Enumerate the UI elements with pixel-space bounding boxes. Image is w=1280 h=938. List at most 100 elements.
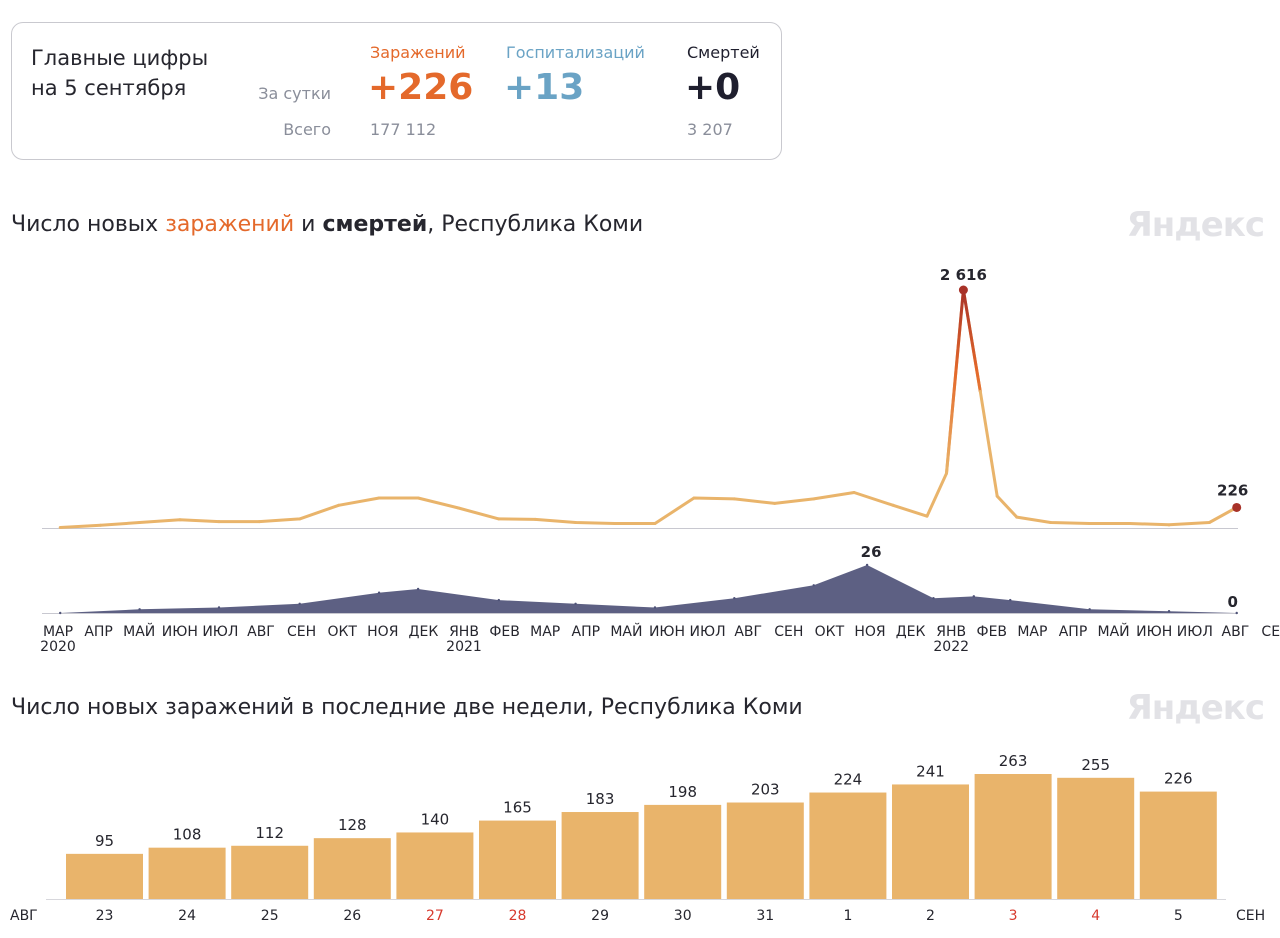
x-tick-label: МАР: [43, 624, 73, 640]
x-tick-label: МАР: [530, 624, 560, 640]
infections-point: [613, 521, 617, 525]
infections-point: [533, 517, 537, 521]
hospitalizations-label: Госпитализаций: [506, 43, 645, 62]
deaths-point: [298, 602, 301, 605]
bar: [231, 845, 309, 899]
x-tick-label: МАЙ: [610, 622, 642, 640]
infections-point: [773, 501, 777, 505]
deaths-point: [1009, 598, 1012, 602]
chart2-title: Число новых заражений в последние две не…: [11, 695, 803, 720]
bar-category-label: 24: [178, 908, 196, 924]
summary-title-line2: на 5 сентября: [31, 76, 187, 100]
chart1-title-deaths: смертей: [322, 212, 428, 237]
deaths-point: [497, 598, 500, 602]
bar-category-label: 29: [591, 908, 609, 924]
infections-point: [891, 503, 895, 507]
infections-point: [298, 517, 302, 521]
chart1-title-part1: Число новых: [11, 212, 166, 237]
bar-category-label: 26: [343, 908, 361, 924]
bar-value-label: 263: [999, 752, 1028, 770]
summary-card: Главные цифры на 5 сентября За сутки Все…: [11, 22, 782, 160]
x-tick-label: ЯНВ: [936, 624, 966, 640]
infections-point: [138, 521, 142, 525]
infections-line: [60, 288, 1238, 529]
deaths-point: [416, 587, 420, 591]
x-tick-label: ИЮН: [1136, 624, 1172, 640]
infections-label: Заражений: [370, 43, 466, 62]
two-weeks-bar-chart: 9523108241122512826140271652818329198302…: [10, 752, 1265, 924]
x-tick-label: ОКТ: [815, 624, 845, 640]
bar-value-label: 140: [421, 810, 450, 828]
infections-point: [337, 503, 341, 507]
infections-point: [1088, 521, 1092, 525]
x-tick-label: ОКТ: [327, 624, 357, 640]
x-year-label: 2020: [40, 639, 76, 655]
infections-point: [1015, 515, 1019, 519]
x-tick-label: СЕН: [774, 624, 803, 640]
infections-peak-line: [945, 289, 982, 474]
bar-value-label: 198: [668, 783, 697, 801]
deaths-label: Смертей: [687, 43, 760, 62]
bar-value-label: 224: [834, 771, 863, 789]
bar: [396, 832, 474, 899]
deaths-point: [972, 595, 976, 598]
summary-title: Главные цифры на 5 сентября: [31, 43, 251, 103]
deaths-point: [138, 608, 141, 611]
bar-category-label: 28: [509, 908, 527, 924]
x-tick-label: ИЮЛ: [202, 624, 238, 640]
x-tick-label: МАЙ: [123, 622, 155, 640]
hospitalizations-day-value: +13: [504, 67, 585, 108]
infections-point: [99, 523, 103, 527]
deaths-peak-label: 26: [861, 543, 882, 561]
x-tick-label: ДЕК: [896, 624, 926, 640]
infections-point: [995, 494, 999, 498]
bar-value-label: 128: [338, 816, 367, 834]
infections-point: [456, 506, 460, 510]
bar-value-label: 108: [173, 826, 202, 844]
bar-value-label: 183: [586, 790, 615, 808]
infections-point: [1207, 521, 1211, 525]
x-tick-label: ФЕВ: [489, 624, 520, 640]
bar-value-label: 95: [95, 832, 114, 850]
bar-value-label: 165: [503, 799, 532, 817]
x-tick-label: АПР: [1059, 624, 1088, 640]
yandex-logo: Яндекс: [1126, 205, 1265, 245]
bar: [1139, 791, 1217, 899]
chart1-title: Число новых заражений и смертей, Республ…: [11, 212, 643, 237]
bar: [148, 847, 226, 899]
bar-value-label: 255: [1081, 756, 1110, 774]
infections-point: [925, 514, 929, 518]
deaths-point: [377, 591, 381, 594]
bar-category-label: 27: [426, 908, 444, 924]
x-tick-label: МАЙ: [1098, 622, 1130, 640]
deaths-point: [574, 602, 577, 605]
bar-category-label: 1: [843, 908, 852, 924]
deaths-point: [217, 606, 221, 609]
bar-category-label: 30: [674, 908, 692, 924]
deaths-point: [59, 611, 62, 615]
infections-point: [1167, 523, 1171, 527]
bar-value-label: 241: [916, 762, 945, 780]
bar-value-label: 226: [1164, 770, 1193, 788]
bar-category-label: 31: [756, 908, 774, 924]
deaths-point: [932, 597, 935, 600]
deaths-point: [1167, 609, 1171, 613]
infections-point: [1128, 521, 1132, 525]
month-label-right: СЕН: [1236, 908, 1265, 924]
x-tick-label: АВГ: [1222, 624, 1250, 640]
infections-point: [574, 521, 578, 525]
bar: [479, 820, 556, 899]
infections-point: [732, 497, 736, 501]
infections-last-marker: [1232, 502, 1242, 512]
deaths-area: [60, 565, 1237, 613]
deaths-last-label: 0: [1227, 593, 1237, 611]
x-tick-label: АПР: [84, 624, 113, 640]
infections-day-value: +226: [368, 67, 474, 108]
x-tick-label: МАР: [1017, 624, 1047, 640]
bar-category-label: 25: [261, 908, 279, 924]
x-tick-label: ФЕВ: [977, 624, 1008, 640]
infections-point: [178, 518, 182, 522]
infections-total-value: 177 112: [370, 120, 437, 139]
chart1-title-region: , Республика Коми: [427, 212, 644, 237]
